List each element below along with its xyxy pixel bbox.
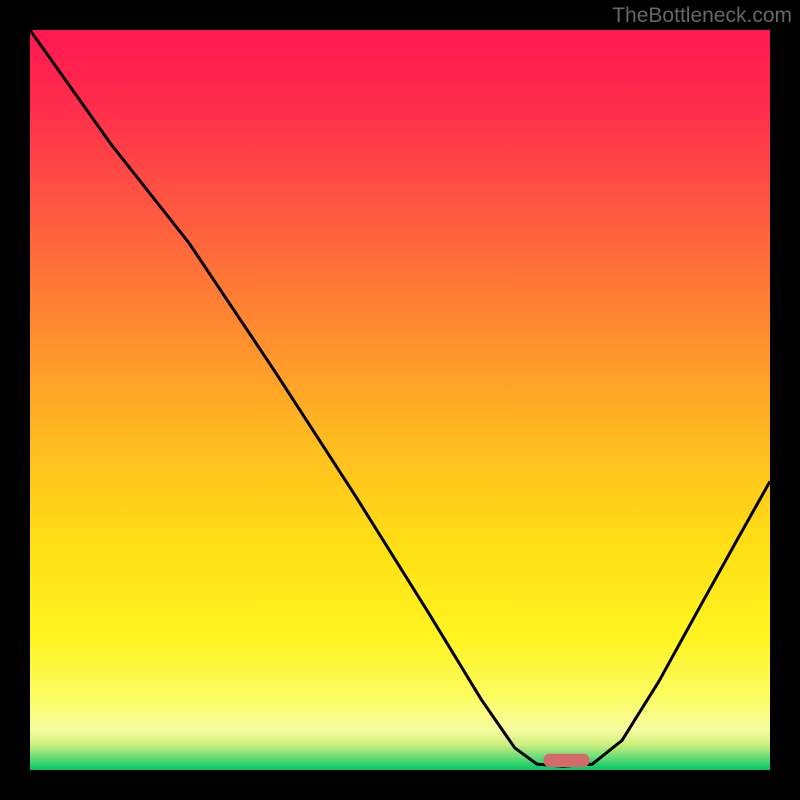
optimal-marker [544,754,590,767]
watermark-text: TheBottleneck.com [612,4,792,28]
gradient-plot-area [30,30,770,770]
bottleneck-chart [0,0,800,800]
chart-container: TheBottleneck.com [0,0,800,800]
